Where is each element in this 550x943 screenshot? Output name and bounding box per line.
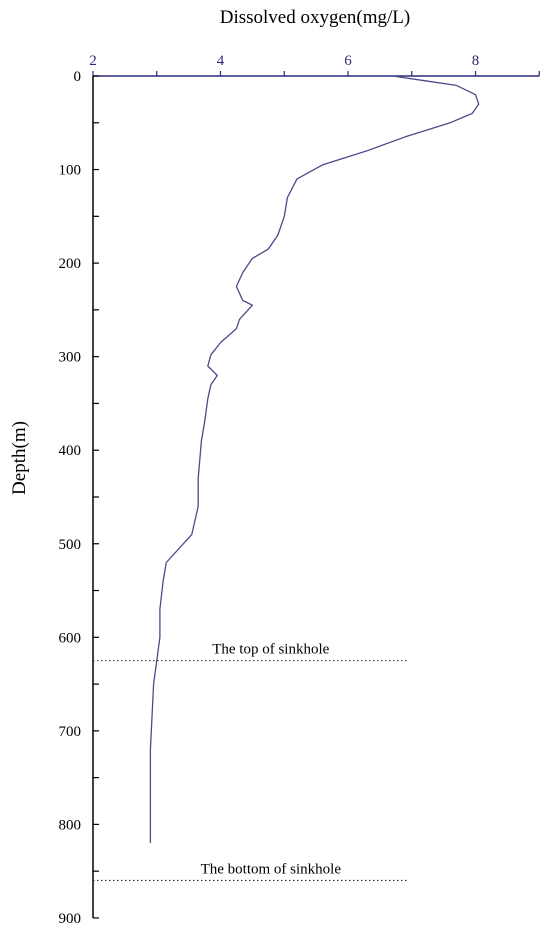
dissolved-oxygen-line	[149, 75, 480, 844]
y-tick-label: 500	[59, 537, 82, 553]
sinkhole-top-label: The top of sinkhole	[212, 642, 329, 658]
x-tick-label: 8	[472, 53, 480, 69]
y-tick-label: 200	[59, 256, 82, 272]
sinkhole-bottom-label: The bottom of sinkhole	[201, 862, 342, 878]
y-tick-label: 900	[59, 911, 82, 927]
y-tick-label: 600	[59, 630, 82, 646]
x-tick-label: 4	[217, 53, 225, 69]
y-axis: 0 100 200 300 400 500 600 700 800 900	[59, 69, 99, 927]
y-tick-label: 800	[59, 817, 82, 833]
annotations: The top of sinkhole The bottom of sinkhol…	[93, 642, 409, 882]
plot-area	[149, 75, 480, 844]
y-tick-label: 100	[59, 163, 82, 179]
x-tick-label: 6	[344, 53, 352, 69]
x-axis-title: Dissolved oxygen(mg/L)	[220, 7, 411, 28]
y-tick-label: 700	[59, 724, 82, 740]
y-tick-label: 0	[74, 69, 82, 85]
y-axis-title: Depth(m)	[9, 421, 30, 495]
x-axis: 2 4 6 8	[89, 53, 540, 77]
y-tick-label: 400	[59, 443, 82, 459]
y-tick-label: 300	[59, 350, 82, 366]
x-tick-label: 2	[89, 53, 97, 69]
